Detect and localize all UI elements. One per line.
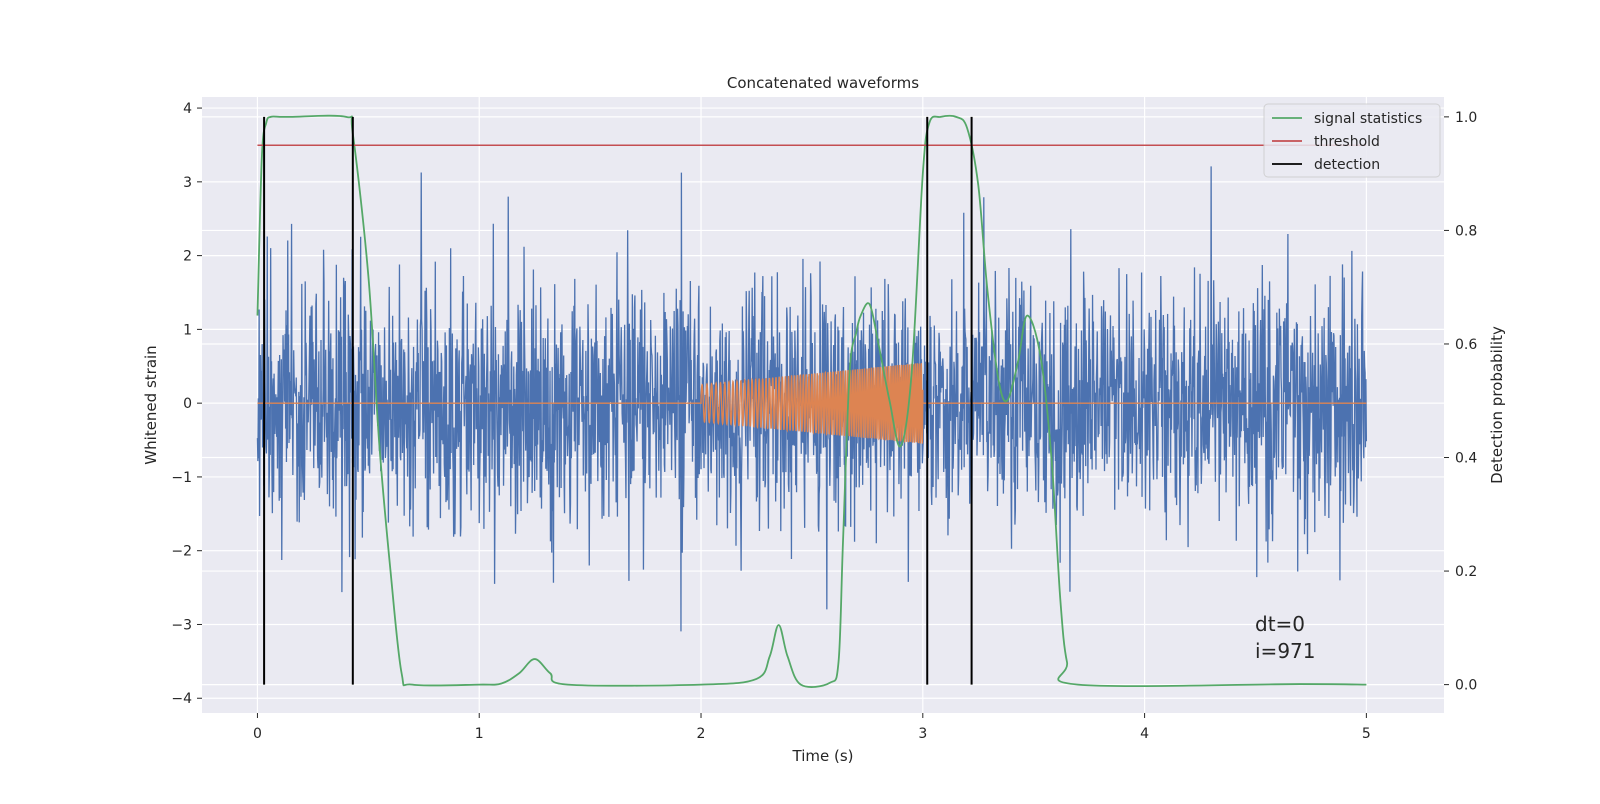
- x-tick-label: 1: [475, 726, 484, 742]
- legend-label: threshold: [1314, 134, 1380, 150]
- axes: 0 1 2 3 4 5 −4 −3 −2 −1 0 1 2 3 4 0.0 0.2 0.4 0.6 0.8 1.0: [171, 101, 1477, 742]
- x-axis-label: Time (s): [792, 747, 854, 765]
- signal-statistics-line: [256, 114, 1367, 688]
- x-tick-label: 3: [918, 726, 927, 742]
- annotation-dt: dt=0: [1255, 612, 1305, 636]
- y-tick-label-right: 0.4: [1455, 451, 1477, 467]
- series-layer: [256, 114, 1368, 688]
- y-tick-label-right: 0.0: [1455, 678, 1477, 694]
- x-tick-label: 0: [253, 726, 262, 742]
- x-tick-label: 2: [697, 726, 706, 742]
- y-tick-label-right: 0.6: [1455, 337, 1477, 353]
- y-tick-label-left: −2: [171, 544, 192, 560]
- legend: signal statistics threshold detection: [1263, 103, 1441, 178]
- legend-label: detection: [1314, 157, 1380, 173]
- y-tick-label-right: 1.0: [1455, 110, 1477, 126]
- legend-box: [1263, 103, 1441, 178]
- y-axis-label-right: Detection probability: [1488, 326, 1506, 484]
- annotation-i: i=971: [1255, 639, 1316, 663]
- legend-label: signal statistics: [1314, 111, 1422, 127]
- x-tick-label: 4: [1140, 726, 1149, 742]
- y-tick-label-right: 0.8: [1455, 223, 1477, 239]
- chirp-line: [257, 363, 1367, 444]
- y-tick-label-left: −3: [171, 617, 192, 633]
- y-tick-label-left: 1: [183, 322, 192, 338]
- y-tick-label-left: 2: [183, 249, 192, 265]
- y-axis-label-left: Whitened strain: [142, 345, 160, 464]
- y-tick-label-left: 0: [183, 396, 192, 412]
- y-tick-label-right: 0.2: [1455, 564, 1477, 580]
- y-tick-label-left: −1: [171, 470, 192, 486]
- x-tick-label: 5: [1362, 726, 1371, 742]
- y-tick-label-left: 3: [183, 175, 192, 191]
- y-tick-label-left: −4: [171, 691, 192, 707]
- chart-title: Concatenated waveforms: [727, 74, 919, 92]
- y-tick-label-left: 4: [183, 101, 192, 117]
